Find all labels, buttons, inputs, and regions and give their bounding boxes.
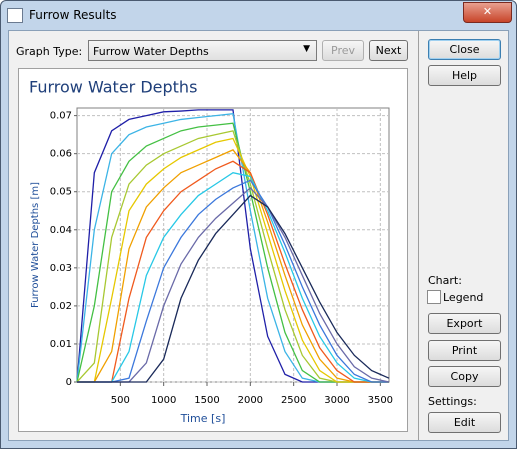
graph-type-value: Furrow Water Depths [93, 45, 209, 58]
x-tick-label: 1500 [194, 395, 219, 406]
graph-type-label: Graph Type: [16, 45, 83, 58]
series-line [77, 160, 389, 383]
graph-type-select[interactable]: Furrow Water Depths ▼ [88, 40, 317, 61]
y-tick-label: 0.07 [50, 111, 72, 122]
x-tick-label: 3000 [324, 395, 349, 406]
prev-button[interactable]: Prev [322, 40, 364, 61]
edit-button[interactable]: Edit [428, 412, 501, 433]
y-tick-label: 0.05 [50, 187, 72, 198]
x-axis-title: Time [s] [180, 412, 226, 425]
window-icon [7, 8, 23, 23]
x-tick-label: 500 [111, 395, 130, 406]
close-window-button[interactable]: ✕ [463, 2, 512, 23]
series-line [77, 149, 389, 383]
window-title: Furrow Results [29, 8, 117, 22]
legend-label: Legend [443, 291, 484, 304]
series-line [77, 172, 389, 383]
legend-checkbox[interactable] [427, 290, 441, 304]
x-tick-label: 2000 [238, 395, 263, 406]
dropdown-arrow: ▼ [303, 44, 310, 54]
y-tick-label: 0.02 [50, 301, 72, 312]
help-button[interactable]: Help [428, 65, 501, 86]
y-tick-label: 0.04 [50, 225, 72, 236]
chart-label: Chart: [428, 274, 462, 287]
chart: Furrow Water Depths Time [s] Furrow Wate… [18, 68, 408, 432]
close-button[interactable]: Close [428, 39, 501, 60]
y-tick-label: 0.03 [50, 263, 72, 274]
y-tick-label: 0 [66, 377, 72, 388]
x-tick-label: 3500 [368, 395, 393, 406]
print-button[interactable]: Print [428, 340, 501, 361]
separator [418, 31, 419, 440]
y-axis-title: Furrow Water Depths [m] [30, 182, 41, 308]
y-tick-label: 0.01 [50, 339, 72, 350]
next-button[interactable]: Next [369, 40, 408, 61]
export-button[interactable]: Export [428, 313, 501, 334]
x-tick-label: 2500 [281, 395, 306, 406]
settings-label: Settings: [428, 395, 477, 408]
x-tick-label: 1000 [151, 395, 176, 406]
chart-title: Furrow Water Depths [29, 78, 197, 97]
series-line [77, 194, 390, 383]
series-line [77, 179, 389, 383]
y-tick-label: 0.06 [50, 149, 72, 160]
plot-area [76, 107, 390, 383]
series-line [77, 137, 389, 383]
copy-button[interactable]: Copy [428, 366, 501, 387]
